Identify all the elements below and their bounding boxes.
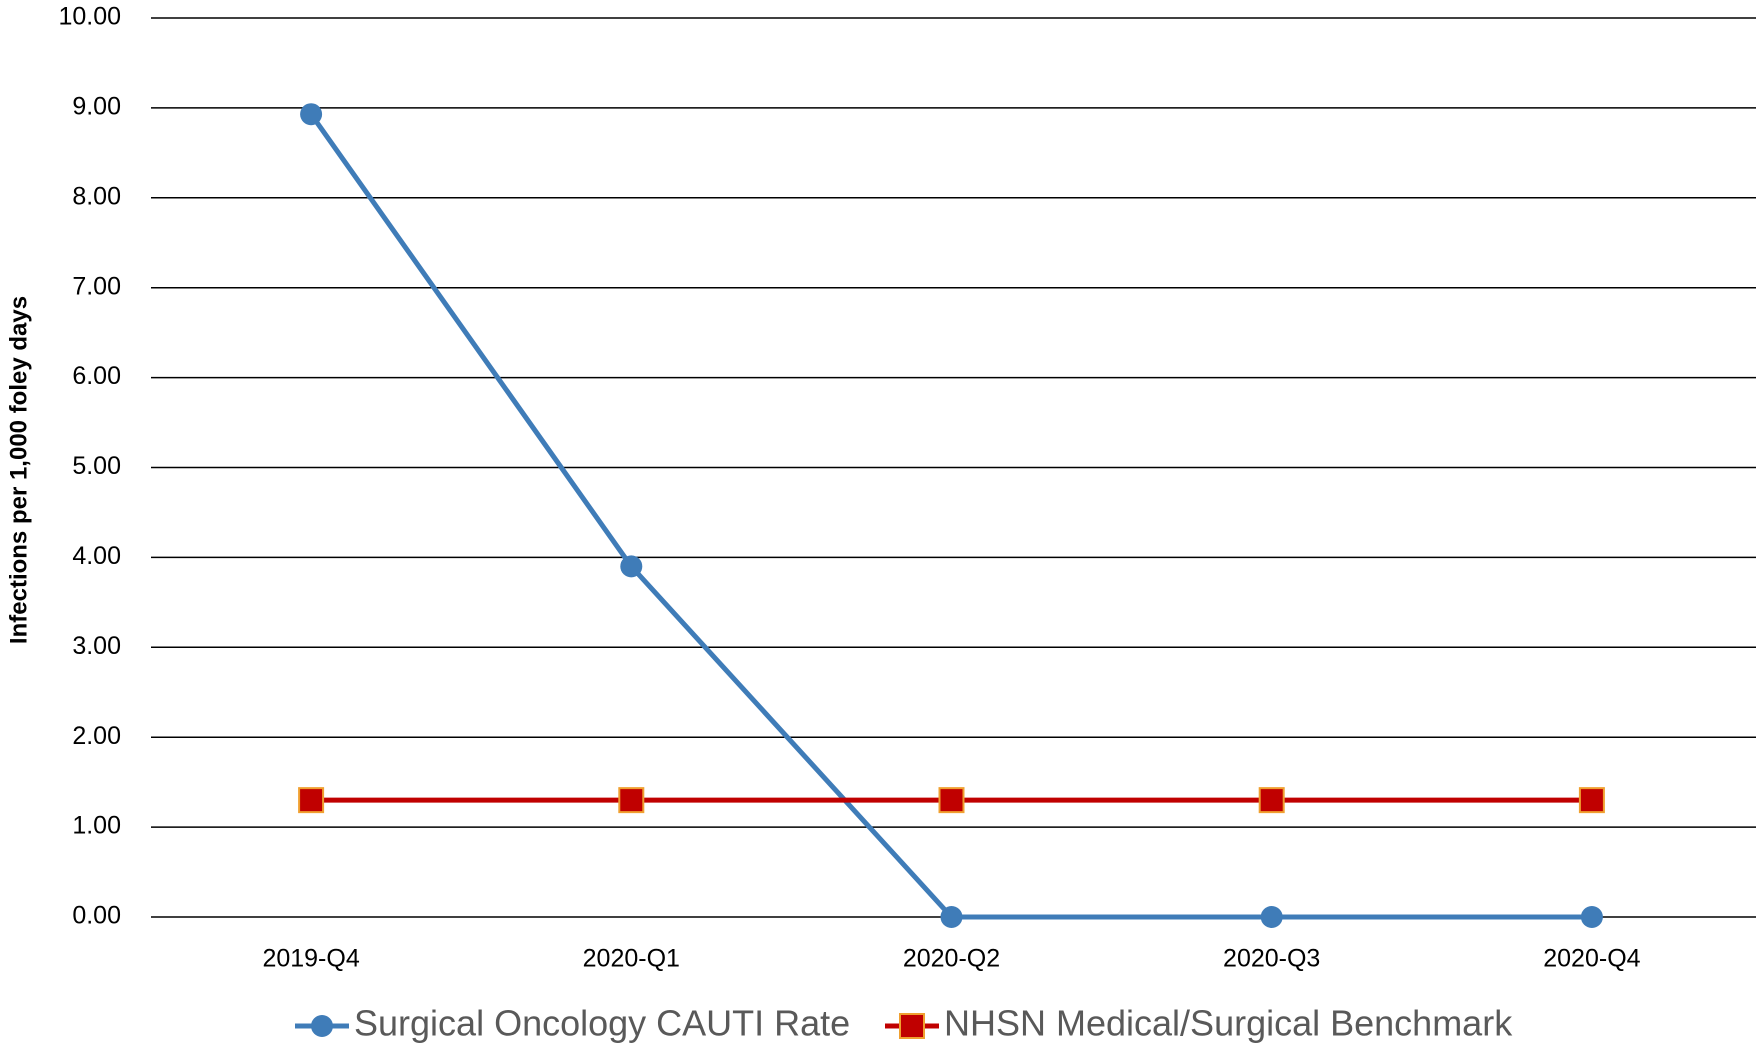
y-tick-label: 7.00: [72, 272, 121, 300]
y-tick-label: 3.00: [72, 632, 121, 660]
data-point: [1258, 787, 1285, 814]
data-point: [618, 787, 645, 814]
data-point: [938, 787, 965, 814]
y-axis-label: Infections per 1,000 foley days: [5, 296, 32, 644]
x-tick-label: 2019-Q4: [262, 945, 359, 973]
data-point: [940, 906, 963, 928]
data-point: [300, 103, 323, 126]
y-tick-label: 0.00: [72, 902, 121, 930]
data-point: [1580, 906, 1603, 928]
y-tick-label: 5.00: [72, 452, 121, 480]
y-tick-label: 10.00: [58, 3, 121, 31]
x-tick-label: 2020-Q2: [903, 945, 1000, 973]
legend-marker: [311, 1015, 333, 1037]
y-tick-label: 4.00: [72, 542, 121, 570]
y-tick-label: 1.00: [72, 812, 121, 840]
y-tick-label: 8.00: [72, 182, 121, 210]
data-point: [1260, 906, 1283, 928]
y-tick-label: 6.00: [72, 362, 121, 390]
x-tick-label: 2020-Q4: [1543, 945, 1640, 973]
y-tick-label: 2.00: [72, 722, 121, 750]
legend-label: NHSN Medical/Surgical Benchmark: [944, 1003, 1513, 1044]
y-tick-label: 9.00: [72, 93, 121, 121]
legend-label: Surgical Oncology CAUTI Rate: [354, 1003, 850, 1044]
data-point: [620, 555, 643, 578]
x-tick-label: 2020-Q3: [1223, 945, 1320, 973]
data-point: [298, 787, 325, 814]
legend-marker: [899, 1013, 925, 1039]
x-tick-label: 2020-Q1: [583, 945, 680, 973]
data-point: [1578, 787, 1605, 814]
